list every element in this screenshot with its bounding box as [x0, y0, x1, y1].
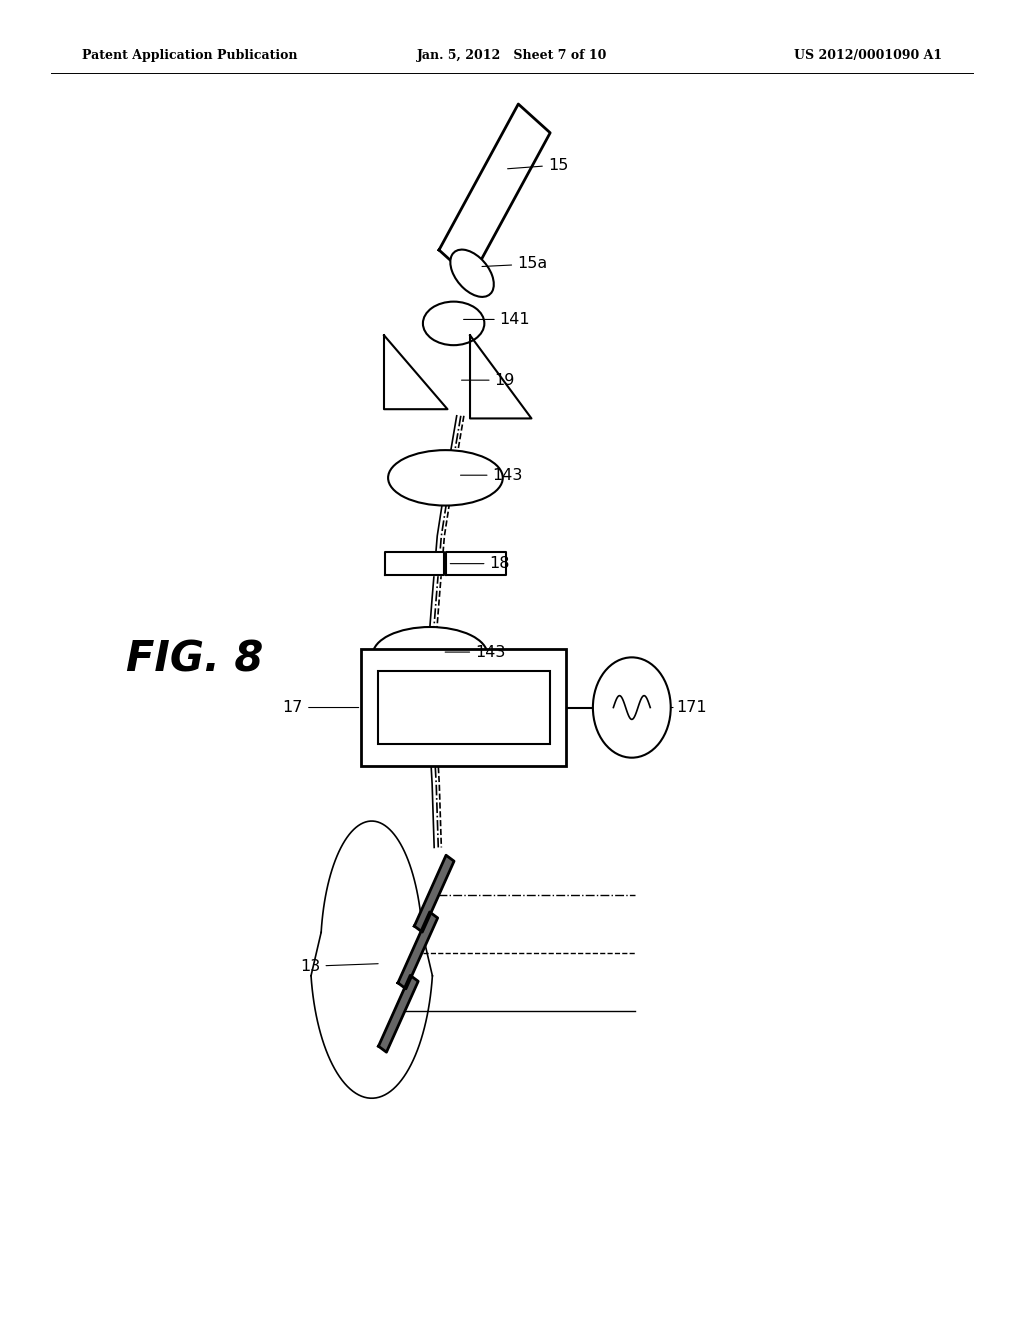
Ellipse shape [373, 627, 487, 682]
Text: 143: 143 [445, 644, 506, 660]
Text: 15a: 15a [482, 256, 548, 272]
Text: 13: 13 [300, 958, 378, 974]
Bar [361, 649, 566, 766]
Ellipse shape [451, 249, 494, 297]
Ellipse shape [423, 301, 484, 345]
Polygon shape [439, 104, 550, 279]
Bar [378, 671, 550, 744]
Text: 18: 18 [451, 556, 510, 572]
Ellipse shape [388, 450, 503, 506]
Text: US 2012/0001090 A1: US 2012/0001090 A1 [794, 49, 942, 62]
Text: 171: 171 [671, 700, 707, 715]
Text: 141: 141 [464, 312, 530, 327]
Text: FIG. 8: FIG. 8 [126, 639, 263, 681]
Polygon shape [384, 335, 447, 409]
Polygon shape [470, 335, 531, 418]
Text: 19: 19 [462, 372, 515, 388]
Text: 143: 143 [461, 467, 523, 483]
Circle shape [593, 657, 671, 758]
Polygon shape [415, 855, 454, 932]
Text: 15: 15 [508, 157, 568, 173]
Polygon shape [379, 975, 418, 1052]
Text: 17: 17 [283, 700, 358, 715]
Text: Jan. 5, 2012   Sheet 7 of 10: Jan. 5, 2012 Sheet 7 of 10 [417, 49, 607, 62]
Polygon shape [398, 912, 437, 989]
Text: Patent Application Publication: Patent Application Publication [82, 49, 297, 62]
Polygon shape [385, 553, 444, 576]
Polygon shape [446, 553, 506, 576]
